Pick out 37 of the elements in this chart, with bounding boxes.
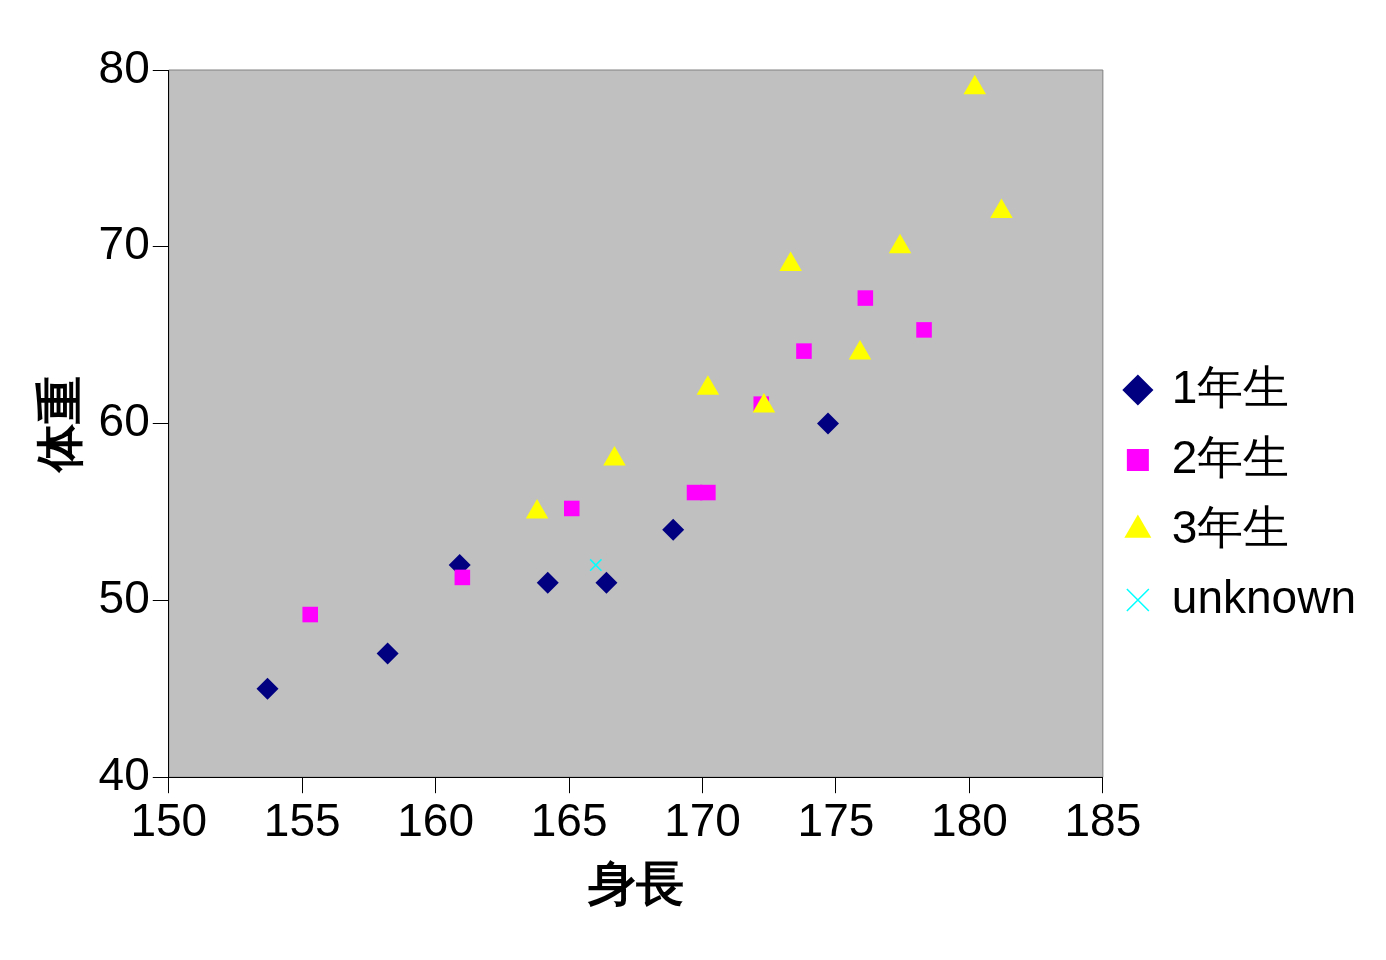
point xyxy=(589,558,603,572)
point xyxy=(779,251,802,271)
point xyxy=(454,569,471,586)
legend-label: 1年生 xyxy=(1171,360,1290,413)
point xyxy=(563,500,580,517)
point xyxy=(700,484,716,501)
legend-label: unknown xyxy=(1171,570,1357,623)
x-axis-title: 身長 xyxy=(586,857,684,911)
legend-label: 3年生 xyxy=(1171,500,1290,553)
x-tick-label: 175 xyxy=(797,794,875,847)
y-tick-label: 80 xyxy=(98,40,150,93)
point xyxy=(536,571,559,594)
point xyxy=(990,198,1013,218)
point xyxy=(302,606,318,623)
point xyxy=(816,412,839,435)
y-tick-label: 60 xyxy=(98,394,150,447)
y-tick-label: 50 xyxy=(98,571,150,624)
x-tick-label: 165 xyxy=(530,794,608,847)
x-tick-label: 170 xyxy=(664,794,741,847)
point xyxy=(662,518,685,541)
y-tick-label: 70 xyxy=(98,217,150,270)
x-tick-label: 160 xyxy=(397,794,475,847)
x-tick-label: 185 xyxy=(1064,794,1142,847)
point xyxy=(848,339,872,360)
point xyxy=(888,233,912,254)
legend-label: 2年生 xyxy=(1171,430,1290,483)
y-axis-title: 体重 xyxy=(33,375,87,474)
point xyxy=(963,74,987,95)
x-tick-label: 155 xyxy=(263,794,341,847)
x-tick-label: 180 xyxy=(931,794,1008,847)
point xyxy=(796,343,812,359)
point xyxy=(595,571,618,594)
point xyxy=(916,322,932,338)
point xyxy=(376,642,399,665)
point xyxy=(256,677,279,700)
point xyxy=(857,290,874,306)
point xyxy=(696,375,720,395)
